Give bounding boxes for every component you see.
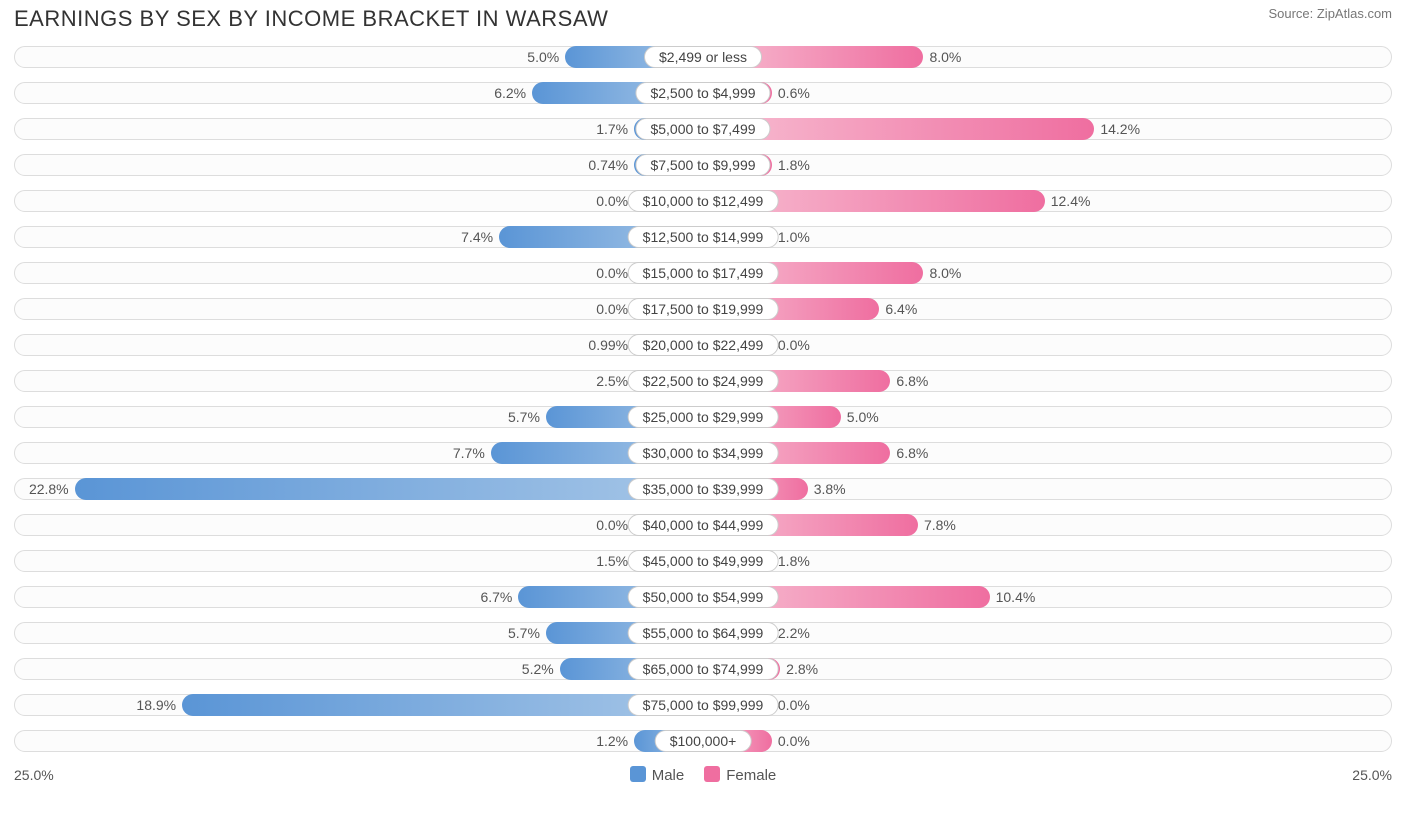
male-value: 5.0% [527,46,565,68]
female-value: 14.2% [1094,118,1140,140]
category-label: $12,500 to $14,999 [628,226,779,248]
population-pyramid-chart: 5.0% 8.0% $2,499 or less 6.2% 0.6%$2,500 to … [14,42,1392,756]
axis-label-left: 25.0% [14,767,54,783]
category-label: $40,000 to $44,999 [628,514,779,536]
chart-row: 1.7% 14.2% $5,000 to $7,499 [14,114,1392,144]
chart-row: 0.0%8.0%$15,000 to $17,499 [14,258,1392,288]
category-label: $7,500 to $9,999 [635,154,770,176]
male-value: 5.7% [508,622,546,644]
category-label: $5,000 to $7,499 [635,118,770,140]
female-value: 2.8% [780,658,818,680]
male-value: 1.2% [596,730,634,752]
male-value: 7.4% [461,226,499,248]
legend-item-female: Female [704,766,776,784]
category-label: $2,500 to $4,999 [635,82,770,104]
chart-row: 18.9%0.0%$75,000 to $99,999 [14,690,1392,720]
chart-row: 22.8% 3.8% $35,000 to $39,999 [14,474,1392,504]
legend: Male Female [630,766,777,784]
chart-header: EARNINGS BY SEX BY INCOME BRACKET IN WAR… [14,6,1392,32]
chart-row: 0.0%12.4%$10,000 to $12,499 [14,186,1392,216]
male-swatch-icon [630,766,646,782]
category-label: $50,000 to $54,999 [628,586,779,608]
axis-label-right: 25.0% [1352,767,1392,783]
female-swatch-icon [704,766,720,782]
female-value: 1.8% [772,154,810,176]
male-value: 18.9% [136,694,182,716]
female-value: 7.8% [918,514,956,536]
chart-row: 1.2% 0.0% $100,000+ [14,726,1392,756]
male-bar [182,694,703,716]
legend-item-male: Male [630,766,685,784]
male-bar [75,478,703,500]
chart-row: 6.7% 10.4% $50,000 to $54,999 [14,582,1392,612]
category-label: $2,499 or less [644,46,762,68]
chart-footer: 25.0% Male Female 25.0% [14,766,1392,784]
category-label: $15,000 to $17,499 [628,262,779,284]
female-value: 0.0% [772,730,810,752]
category-label: $55,000 to $64,999 [628,622,779,644]
chart-row: 6.2% 0.6%$2,500 to $4,999 [14,78,1392,108]
female-value: 0.6% [772,82,810,104]
female-value: 10.4% [990,586,1036,608]
category-label: $30,000 to $34,999 [628,442,779,464]
male-value: 22.8% [29,478,75,500]
chart-row: 0.0%6.4%$17,500 to $19,999 [14,294,1392,324]
category-label: $25,000 to $29,999 [628,406,779,428]
male-value: 6.7% [480,586,518,608]
legend-label-male: Male [652,767,685,784]
chart-row: 0.0%7.8%$40,000 to $44,999 [14,510,1392,540]
female-value: 6.8% [890,370,928,392]
chart-row: 5.2% 2.8%$65,000 to $74,999 [14,654,1392,684]
chart-row: 5.0% 8.0% $2,499 or less [14,42,1392,72]
category-label: $65,000 to $74,999 [628,658,779,680]
chart-row: 5.7% 5.0% $25,000 to $29,999 [14,402,1392,432]
male-value: 1.7% [596,118,634,140]
category-label: $75,000 to $99,999 [628,694,779,716]
male-value: 5.7% [508,406,546,428]
female-value: 6.4% [879,298,917,320]
female-value: 3.8% [808,478,846,500]
male-value: 5.2% [522,658,560,680]
category-label: $45,000 to $49,999 [628,550,779,572]
category-label: $22,500 to $24,999 [628,370,779,392]
chart-row: 2.5%6.8%$22,500 to $24,999 [14,366,1392,396]
chart-row: 5.7%2.2%$55,000 to $64,999 [14,618,1392,648]
category-label: $17,500 to $19,999 [628,298,779,320]
chart-source: Source: ZipAtlas.com [1268,6,1392,21]
female-value: 8.0% [923,46,961,68]
male-value: 7.7% [453,442,491,464]
chart-row: 0.99%0.0%$20,000 to $22,499 [14,330,1392,360]
female-value: 6.8% [890,442,928,464]
legend-label-female: Female [726,767,776,784]
chart-row: 0.74% 1.8%$7,500 to $9,999 [14,150,1392,180]
category-label: $35,000 to $39,999 [628,478,779,500]
category-label: $100,000+ [655,730,752,752]
chart-row: 7.7% 6.8% $30,000 to $34,999 [14,438,1392,468]
female-value: 8.0% [923,262,961,284]
category-label: $20,000 to $22,499 [628,334,779,356]
category-label: $10,000 to $12,499 [628,190,779,212]
male-value: 0.74% [588,154,634,176]
male-value: 6.2% [494,82,532,104]
female-value: 5.0% [841,406,879,428]
chart-row: 7.4%1.0%$12,500 to $14,999 [14,222,1392,252]
chart-title: EARNINGS BY SEX BY INCOME BRACKET IN WAR… [14,6,608,32]
female-value: 12.4% [1045,190,1091,212]
chart-row: 1.5%1.8%$45,000 to $49,999 [14,546,1392,576]
